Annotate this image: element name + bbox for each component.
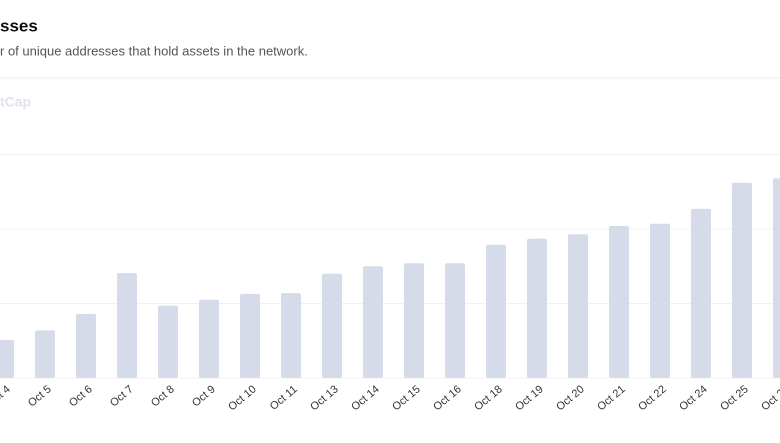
x-tick-label: Oct 21	[595, 383, 628, 413]
bar	[0, 340, 14, 378]
x-tick-label: Oct 22	[636, 383, 669, 413]
chart-title: sses	[0, 16, 38, 35]
x-tick-label: Oct 5	[26, 383, 54, 409]
bar	[486, 244, 506, 378]
bar	[732, 182, 752, 378]
bar	[650, 223, 670, 378]
watermark: tCap	[0, 94, 31, 110]
x-tick-label: Oct 10	[226, 383, 259, 413]
x-tick-label: Oct 18	[472, 383, 505, 413]
x-tick-label: Oct 15	[390, 383, 423, 413]
x-tick-label: Oct 25	[718, 383, 751, 413]
x-tick-label: Oct 11	[268, 383, 300, 413]
bar	[35, 330, 55, 378]
x-tick-label: Oct 16	[431, 383, 464, 413]
bar	[117, 272, 137, 378]
x-tick-label: Oct 4	[0, 383, 13, 409]
bar	[691, 208, 711, 378]
x-tick-label: Oct 19	[513, 383, 546, 413]
bar	[773, 178, 780, 378]
bar	[568, 234, 588, 378]
chart-subtitle: r of unique addresses that hold assets i…	[0, 43, 308, 58]
bar	[240, 293, 260, 378]
bar	[199, 299, 219, 378]
x-tick-label: Oct 20	[554, 383, 587, 413]
x-tick-label: Oct 13	[308, 383, 341, 413]
x-tick-label: Oct 9	[190, 383, 218, 409]
x-tick-label: Oct 14	[349, 383, 382, 413]
x-tick-label: Oct 26	[759, 383, 780, 413]
bar	[527, 238, 547, 378]
bar	[609, 226, 629, 378]
bar	[76, 313, 96, 378]
bar	[445, 263, 465, 378]
bar	[322, 273, 342, 378]
x-tick-label: Oct 6	[67, 383, 95, 409]
x-tick-label: Oct 24	[677, 383, 710, 413]
bar	[281, 293, 301, 378]
bar	[363, 266, 383, 378]
x-tick-label: Oct 8	[149, 383, 177, 409]
x-tick-label: Oct 7	[108, 383, 136, 409]
bar	[158, 305, 178, 378]
bar	[404, 263, 424, 378]
